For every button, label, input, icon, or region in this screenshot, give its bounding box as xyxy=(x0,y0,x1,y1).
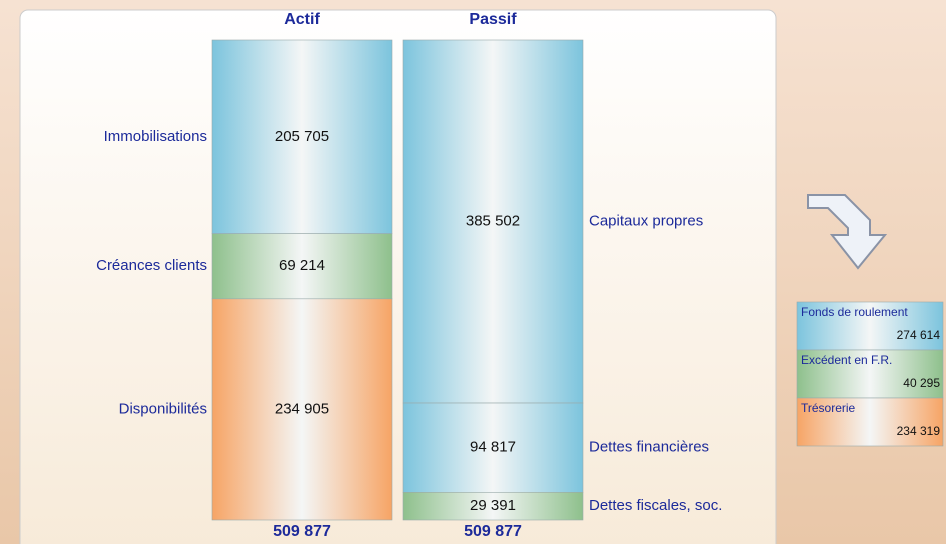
column-header: Actif xyxy=(284,11,320,28)
panel xyxy=(19,9,777,544)
segment xyxy=(402,402,584,493)
column-total: 509 877 xyxy=(273,523,331,540)
summary-value: 274 614 xyxy=(897,328,941,342)
summary-value: 40 295 xyxy=(903,376,940,390)
summary-label: Fonds de roulement xyxy=(801,305,908,319)
column-header: Passif xyxy=(469,11,517,28)
value-label: 205 705 xyxy=(275,128,329,145)
summary-box xyxy=(796,301,944,351)
segment xyxy=(402,492,584,521)
value-label: 234 905 xyxy=(275,400,329,417)
value-label: 29 391 xyxy=(470,497,516,514)
segment xyxy=(211,233,393,300)
summary-label: Excédent en F.R. xyxy=(801,353,892,367)
segment xyxy=(402,39,584,404)
summary-value: 234 319 xyxy=(897,424,941,438)
segment-label: Dettes fiscales, soc. xyxy=(589,497,722,514)
segment xyxy=(211,298,393,521)
arrow-icon xyxy=(807,194,888,270)
value-label: 69 214 xyxy=(279,257,325,274)
segment-label: Dettes financières xyxy=(589,439,709,456)
summary-label: Trésorerie xyxy=(801,401,856,415)
value-label: 94 817 xyxy=(470,439,516,456)
segment-label: Immobilisations xyxy=(104,128,207,145)
column-total: 509 877 xyxy=(464,523,522,540)
segment xyxy=(211,39,393,234)
summary-box xyxy=(796,397,944,447)
value-label: 385 502 xyxy=(466,212,520,229)
segment-label: Capitaux propres xyxy=(589,212,703,229)
segment-label: Créances clients xyxy=(96,257,207,274)
segment-label: Disponibilités xyxy=(119,400,207,417)
